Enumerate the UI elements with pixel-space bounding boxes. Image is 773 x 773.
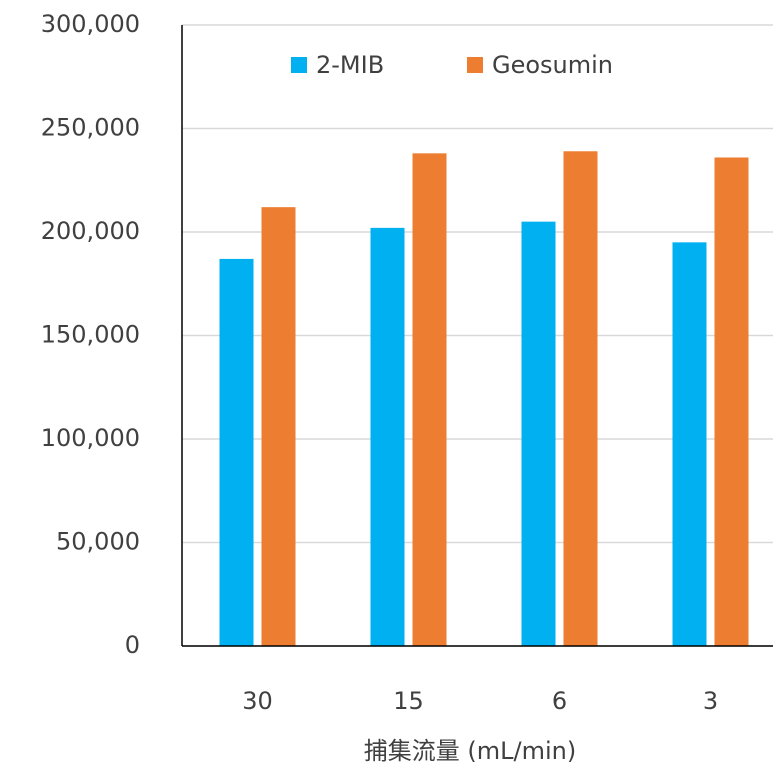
y-tick-label: 100,000 — [41, 424, 140, 452]
x-tick-label: 6 — [552, 687, 567, 715]
bar — [672, 242, 707, 646]
bar — [521, 221, 556, 646]
y-tick-label: 0 — [125, 631, 140, 659]
bar — [261, 207, 296, 646]
bar — [714, 157, 749, 647]
bar — [412, 153, 447, 646]
x-tick-label: 3 — [703, 687, 718, 715]
y-tick-label: 50,000 — [56, 528, 140, 556]
legend-label: 2-MIB — [316, 51, 384, 79]
legend-swatch — [467, 57, 483, 73]
bar — [370, 227, 405, 647]
x-axis-title: 捕集流量 (mL/min) — [364, 737, 576, 765]
bar — [219, 258, 254, 646]
bar — [563, 151, 598, 646]
y-tick-label: 250,000 — [41, 114, 140, 142]
y-tick-label: 300,000 — [41, 10, 140, 38]
legend-swatch — [291, 57, 307, 73]
y-tick-label: 200,000 — [41, 217, 140, 245]
x-tick-label: 15 — [393, 687, 424, 715]
x-tick-label: 30 — [242, 687, 273, 715]
y-tick-label: 150,000 — [41, 321, 140, 349]
legend-label: Geosumin — [492, 51, 613, 79]
